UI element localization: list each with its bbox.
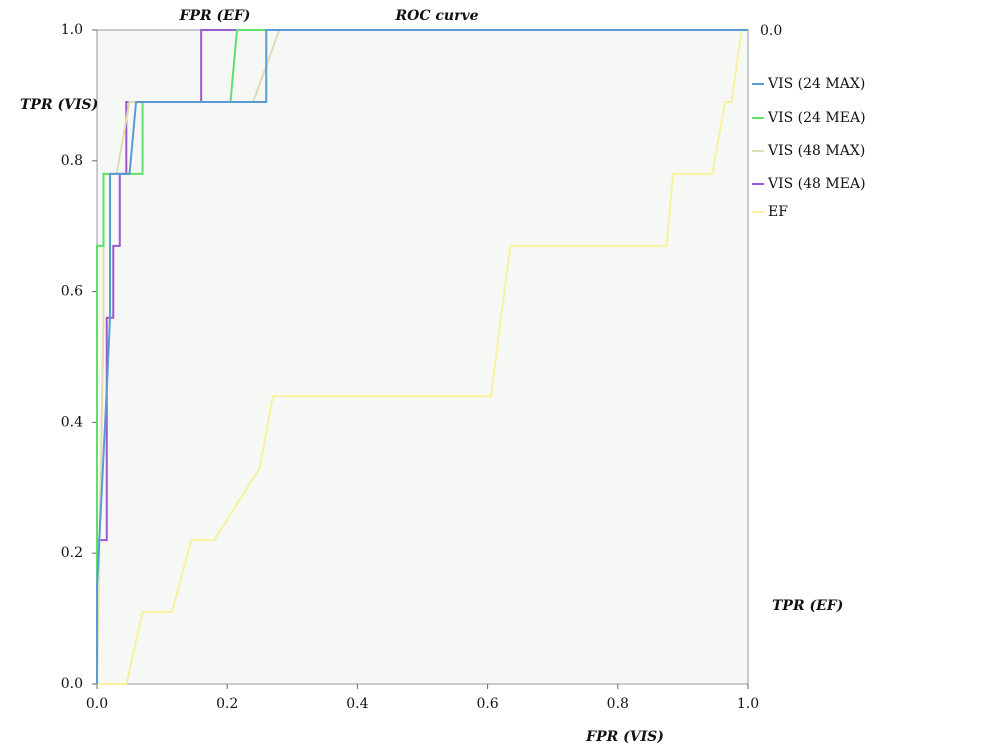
top-axis-label: FPR (EF): [179, 8, 251, 24]
x-axis-label: FPR (VIS): [585, 729, 664, 745]
y-tick-label: 0.6: [61, 284, 83, 300]
right-tick-label: 0.0: [760, 23, 782, 39]
legend-label: VIS (48 MAX): [767, 143, 865, 159]
roc-line: [96, 29, 748, 684]
y-tick-label: 0.0: [61, 676, 83, 692]
chart-title: ROC curve: [395, 8, 479, 24]
roc-line: [96, 29, 748, 685]
legend-label: EF: [768, 204, 788, 220]
x-tick-label: 0.4: [346, 696, 368, 712]
right-axis-label: TPR (EF): [772, 598, 843, 614]
plot-area: [96, 29, 749, 685]
legend-label: VIS (24 MAX): [767, 76, 865, 92]
x-tick-label: 0.0: [86, 696, 108, 712]
x-tick-label: 0.8: [607, 696, 629, 712]
x-tick-label: 0.2: [216, 696, 238, 712]
y-tick-label: 1.0: [61, 22, 83, 38]
y-tick-label: 0.4: [61, 414, 83, 430]
legend-label: VIS (24 MEA): [767, 110, 866, 126]
y-tick-label: 0.2: [61, 545, 83, 561]
legend-label: VIS (48 MEA): [767, 176, 866, 192]
y-tick-label: 0.8: [61, 153, 83, 169]
x-tick-label: 1.0: [737, 696, 759, 712]
x-tick-label: 0.6: [476, 696, 498, 712]
y-axis-label: TPR (VIS): [20, 97, 98, 113]
roc-line: [97, 29, 743, 685]
roc-line: [96, 29, 748, 684]
